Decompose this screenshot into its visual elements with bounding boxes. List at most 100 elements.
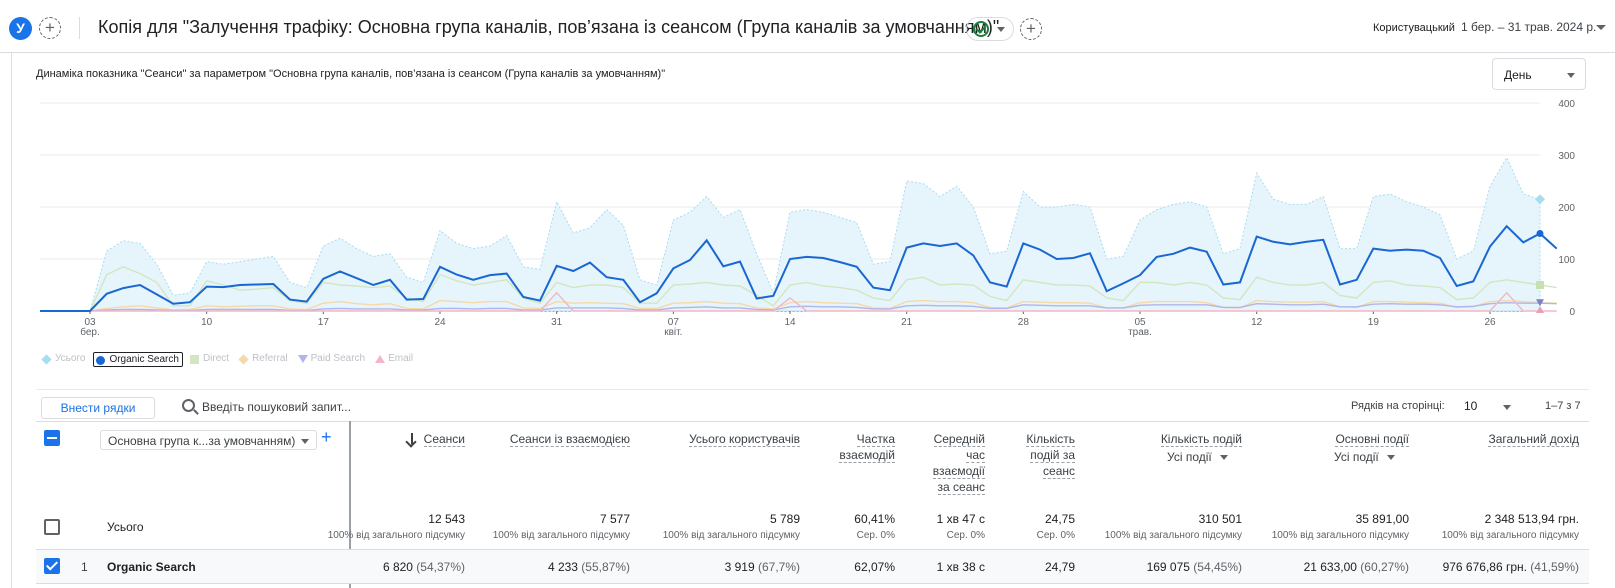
- tri-down-legend-icon: [297, 355, 308, 363]
- row-divider: [36, 549, 1589, 550]
- total-end-marker: [1535, 194, 1545, 205]
- totals-checkbox[interactable]: [44, 519, 60, 535]
- column-header-engagement-rate[interactable]: Частка взаємодій: [839, 432, 895, 463]
- total-engagement-rate-share: Сер. 0%: [856, 530, 895, 541]
- series-line-referral: [40, 299, 1557, 312]
- legend-item-total[interactable]: Усього: [40, 352, 88, 365]
- row-dimension-value[interactable]: Organic Search: [107, 560, 196, 574]
- legend-item-direct[interactable]: Direct: [188, 352, 232, 365]
- totals-label: Усього: [107, 520, 144, 534]
- cell-engagement-rate: 62,07%: [854, 560, 895, 574]
- date-range-picker[interactable]: 1 бер. – 31 трав. 2024 р.: [1461, 20, 1597, 34]
- cell-avg-engagement-time: 1 хв 38 с: [937, 560, 985, 574]
- chevron-down-icon[interactable]: [1596, 25, 1606, 30]
- x-tick-label: 12: [1251, 317, 1263, 328]
- report-header: У + Копія для "Залучення трафіку: Основн…: [0, 0, 1615, 53]
- chevron-down-icon: [1567, 73, 1575, 78]
- column-header-total-revenue[interactable]: Загальний дохід: [1488, 432, 1579, 447]
- x-tick-label: 03: [84, 317, 96, 328]
- column-header-total-users[interactable]: Усього користувачів: [689, 432, 800, 447]
- cell-percent: (54,45%): [1189, 560, 1242, 574]
- sort-descending-icon[interactable]: [411, 433, 413, 444]
- legend-item-email[interactable]: Email: [373, 352, 416, 365]
- cell-event-count: 169 075 (54,45%): [1147, 560, 1242, 574]
- legend-item-organic-search[interactable]: Organic Search: [93, 352, 183, 367]
- total-key-events: 35 891,00: [1355, 512, 1409, 526]
- x-tick-label: 24: [434, 317, 446, 328]
- cell-events-per-session: 24,79: [1045, 560, 1075, 574]
- column-header-key-events[interactable]: Основні події: [1335, 432, 1409, 447]
- period-select-value: День: [1504, 68, 1532, 82]
- rows-per-page-label: Рядків на сторінці:: [1351, 400, 1445, 412]
- chevron-down-icon: [997, 27, 1005, 32]
- event-count-filter[interactable]: Усі події: [1167, 450, 1228, 464]
- period-select[interactable]: День: [1492, 58, 1586, 90]
- key-events-filter[interactable]: Усі події: [1334, 450, 1395, 464]
- x-tick-label: 21: [901, 317, 913, 328]
- x-tick-sublabel: квіт.: [664, 327, 682, 338]
- chevron-down-icon[interactable]: [1503, 405, 1511, 410]
- diamond-legend-icon: [41, 354, 52, 365]
- avatar[interactable]: У: [9, 17, 32, 40]
- total-engaged-sessions: 7 577: [599, 512, 630, 526]
- dimension-select[interactable]: Основна група к...за умовчанням): [100, 430, 317, 450]
- y-tick-label: 400: [1558, 99, 1575, 110]
- card-left-border: [11, 53, 12, 588]
- organic-search-end-marker: [1536, 230, 1544, 238]
- add-filter-plus-icon[interactable]: +: [1020, 18, 1042, 40]
- cell-total-users: 3 919 (67,7%): [725, 560, 800, 574]
- cell-key-events: 21 633,00 (60,27%): [1304, 560, 1409, 574]
- column-header-events-per-session[interactable]: Кількість подій за сеанс: [1026, 432, 1075, 479]
- row-index: 1: [81, 560, 88, 574]
- cell-value: 3 919: [724, 560, 755, 574]
- legend-item-paid-search[interactable]: Paid Search: [296, 352, 368, 365]
- chart-legend: Усього Organic Search Direct Referral Paid S…: [40, 352, 421, 368]
- x-tick-label: 17: [318, 317, 330, 328]
- row-checkbox[interactable]: [44, 558, 60, 574]
- add-comparison-plus-icon[interactable]: +: [39, 17, 61, 39]
- cell-value: 169 075: [1146, 560, 1190, 574]
- x-tick-sublabel: трав.: [1128, 327, 1152, 338]
- column-header-avg-engagement-time[interactable]: Середній час взаємодії за сеанс: [932, 432, 985, 495]
- legend-label: Organic Search: [109, 354, 179, 365]
- add-rows-button[interactable]: Внести рядки: [41, 397, 155, 419]
- select-all-checkbox[interactable]: [44, 430, 60, 446]
- tri-up-legend-icon: [375, 355, 386, 363]
- cell-engaged-sessions: 4 233 (55,87%): [548, 560, 630, 574]
- total-avg-engagement-time-share: Сер. 0%: [946, 530, 985, 541]
- rows-per-page-select[interactable]: 10: [1464, 399, 1478, 413]
- total-engaged-sessions-share: 100% від загального підсумку: [492, 530, 630, 541]
- series-area-total: [40, 156, 1541, 312]
- cell-value: 21 633,00: [1303, 560, 1357, 574]
- cell-percent: (41,59%): [1526, 560, 1579, 574]
- chevron-down-icon: [1386, 455, 1395, 461]
- cell-percent: (67,7%): [754, 560, 800, 574]
- cell-value: 4 233: [547, 560, 578, 574]
- total-total-users: 5 789: [769, 512, 800, 526]
- total-total-revenue-share: 100% від загального підсумку: [1441, 530, 1579, 541]
- chevron-down-icon: [301, 439, 309, 444]
- section-divider: [36, 389, 1589, 390]
- column-header-sessions[interactable]: Сеанси: [423, 432, 465, 447]
- email-end-marker: [1536, 305, 1544, 313]
- total-total-revenue: 2 348 513,94 грн.: [1484, 512, 1579, 526]
- sticky-column-divider[interactable]: [349, 421, 351, 588]
- column-header-engaged-sessions[interactable]: Сеанси із взаємодією: [509, 432, 630, 447]
- search-input[interactable]: [202, 397, 602, 417]
- y-tick-label: 0: [1569, 307, 1575, 318]
- x-tick-label: 07: [668, 317, 680, 328]
- x-tick-label: 19: [1368, 317, 1380, 328]
- legend-label: Direct: [202, 353, 230, 364]
- column-header-event-count[interactable]: Кількість подій: [1160, 432, 1242, 447]
- report-status-dropdown[interactable]: [966, 17, 1014, 41]
- table-row[interactable]: [36, 550, 1589, 583]
- pagination-status: 1–7 з 7: [1545, 400, 1581, 412]
- total-event-count: 310 501: [1198, 512, 1242, 526]
- legend-label: Усього: [55, 353, 86, 364]
- legend-item-referral[interactable]: Referral: [237, 352, 291, 365]
- add-dimension-plus-icon[interactable]: +: [321, 427, 332, 447]
- table-top-divider: [36, 421, 1589, 422]
- x-tick-label: 31: [551, 317, 563, 328]
- cell-value: 1 хв 38 с: [936, 560, 985, 574]
- cell-value: 976 676,86 грн.: [1442, 560, 1527, 574]
